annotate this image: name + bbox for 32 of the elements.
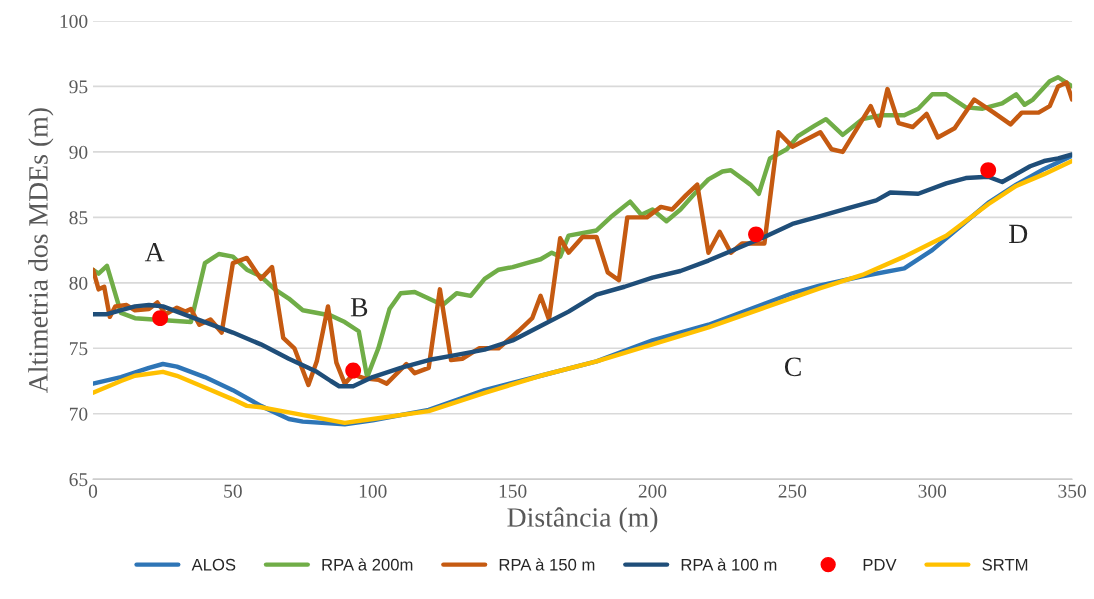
- point: [152, 310, 169, 327]
- x-tick-label: 0: [88, 484, 98, 498]
- y-tick-label: 100: [60, 14, 88, 28]
- y-tick-label: 75: [69, 342, 88, 356]
- annotation: B: [350, 298, 368, 317]
- y-axis-title: Altimetria dos MDEs (m): [28, 108, 54, 393]
- legend-label: RPA à 150 m: [499, 558, 595, 571]
- point: [748, 226, 764, 243]
- x-tick-label: 100: [359, 484, 387, 498]
- x-tick-label: 250: [778, 484, 807, 498]
- x-axis-title: Distância (m): [507, 507, 658, 533]
- y-tick-label: 90: [69, 145, 88, 159]
- x-tick-label: 300: [918, 484, 947, 498]
- legend-label: RPA à 200m: [322, 558, 413, 571]
- annotation: A: [144, 243, 165, 262]
- annotation: C: [784, 357, 801, 377]
- legend-label: SRTM: [982, 558, 1028, 571]
- point: [980, 162, 997, 179]
- x-tick-label: 50: [224, 484, 242, 498]
- y-tick-label: 65: [69, 473, 88, 487]
- legend-label: ALOS: [191, 558, 236, 571]
- y-tick-label: 95: [69, 80, 88, 94]
- x-tick-label: 350: [1058, 484, 1086, 498]
- x-tick-label: 150: [499, 484, 527, 498]
- point: [345, 362, 362, 379]
- x-tick-label: 200: [638, 484, 667, 498]
- y-tick-label: 70: [69, 407, 88, 421]
- legend-label: RPA à 100 m: [681, 558, 777, 571]
- y-tick-label: 80: [69, 276, 88, 290]
- annotation: D: [1009, 224, 1028, 244]
- y-tick-label: 85: [69, 211, 88, 225]
- legend-label: PDV: [863, 558, 897, 571]
